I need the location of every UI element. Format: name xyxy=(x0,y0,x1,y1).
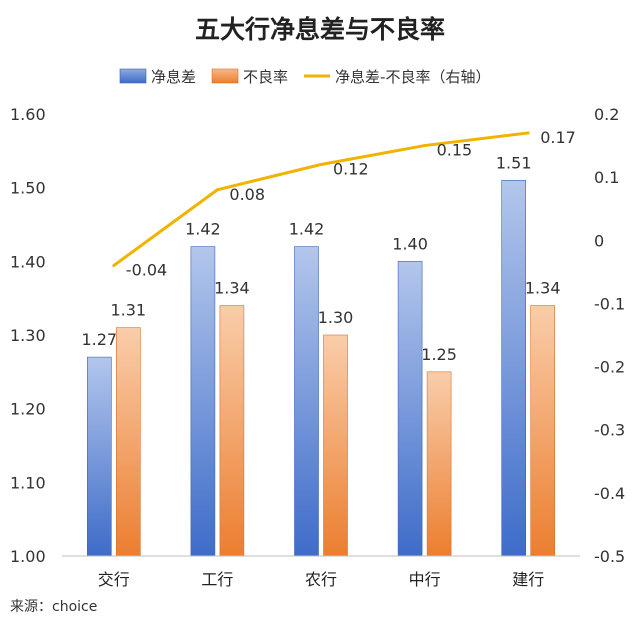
bar-data-label: 1.25 xyxy=(421,345,457,364)
bar-data-label: 1.30 xyxy=(318,308,354,327)
category-label: 建行 xyxy=(512,570,544,589)
bar-npl xyxy=(530,305,556,557)
chart-title: 五大行净息差与不良率 xyxy=(195,15,445,44)
right-tick-label: -0.3 xyxy=(594,421,625,440)
line-point xyxy=(526,131,530,135)
line-data-label: 0.12 xyxy=(333,160,369,179)
line-data-label: 0.08 xyxy=(229,185,265,204)
bar-npl xyxy=(426,371,452,557)
line-point xyxy=(215,188,219,192)
bar-data-label: 1.27 xyxy=(81,330,117,349)
line-data-label: 0.15 xyxy=(437,141,473,160)
bar-nim xyxy=(190,246,216,557)
category-label: 工行 xyxy=(201,570,233,589)
bar-data-label: 1.42 xyxy=(185,220,221,239)
right-tick-label: 0 xyxy=(594,231,604,250)
line-data-label: -0.04 xyxy=(126,261,167,280)
bar-npl xyxy=(323,334,348,557)
bar-data-label: 1.42 xyxy=(289,220,325,239)
bar-data-label: 1.51 xyxy=(496,153,532,172)
category-label: 中行 xyxy=(409,570,441,589)
bars: 1.27 1.42 1.42 1.40 1.51 1.31 1.34 1.30 1.25 1.34 xyxy=(81,153,561,557)
category-label: 交行 xyxy=(98,570,130,589)
legend-label: 净息差 xyxy=(151,68,196,86)
source-note: 来源：choice xyxy=(10,599,97,615)
bar-data-label: 1.31 xyxy=(110,301,146,320)
line-point xyxy=(423,144,427,148)
bar-nim xyxy=(294,246,319,557)
legend-swatch-nim xyxy=(119,68,147,84)
line-data-label: 0.17 xyxy=(540,128,576,147)
legend: 净息差 不良率 净息差-不良率（右轴） xyxy=(119,68,490,86)
bar-nim xyxy=(87,356,112,557)
right-tick-label: 0.2 xyxy=(594,105,619,124)
bar-data-label: 1.40 xyxy=(392,234,428,253)
right-tick-label: -0.2 xyxy=(594,358,625,377)
bar-npl xyxy=(116,327,141,557)
right-tick-label: -0.1 xyxy=(594,294,625,313)
category-label: 农行 xyxy=(305,570,337,589)
bar-nim xyxy=(501,180,527,557)
left-tick-label: 1.00 xyxy=(10,547,46,566)
line-series: -0.04 0.08 0.12 0.15 0.17 xyxy=(112,128,576,280)
left-tick-label: 1.50 xyxy=(10,179,46,198)
bar-npl xyxy=(219,305,245,557)
right-tick-label: -0.5 xyxy=(594,547,625,566)
x-axis: 交行 工行 农行 中行 建行 xyxy=(62,555,580,589)
left-tick-label: 1.30 xyxy=(10,326,46,345)
bar-data-label: 1.34 xyxy=(525,279,561,298)
right-axis: -0.5 -0.4 -0.3 -0.2 -0.1 0 0.1 0.2 xyxy=(594,105,625,566)
left-tick-label: 1.10 xyxy=(10,473,46,492)
bar-nim xyxy=(397,261,423,557)
legend-swatch-npl xyxy=(211,68,239,84)
left-tick-label: 1.20 xyxy=(10,400,46,419)
right-tick-label: -0.4 xyxy=(594,484,625,503)
left-axis: 1.00 1.10 1.20 1.30 1.40 1.50 1.60 xyxy=(10,105,46,566)
line-point xyxy=(112,264,116,268)
left-tick-label: 1.40 xyxy=(10,252,46,271)
legend-label: 不良率 xyxy=(243,68,288,86)
right-tick-label: 0.1 xyxy=(594,168,619,187)
left-tick-label: 1.60 xyxy=(10,105,46,124)
line-point xyxy=(319,163,323,167)
bar-data-label: 1.34 xyxy=(214,279,250,298)
legend-label: 净息差-不良率（右轴） xyxy=(335,68,490,86)
